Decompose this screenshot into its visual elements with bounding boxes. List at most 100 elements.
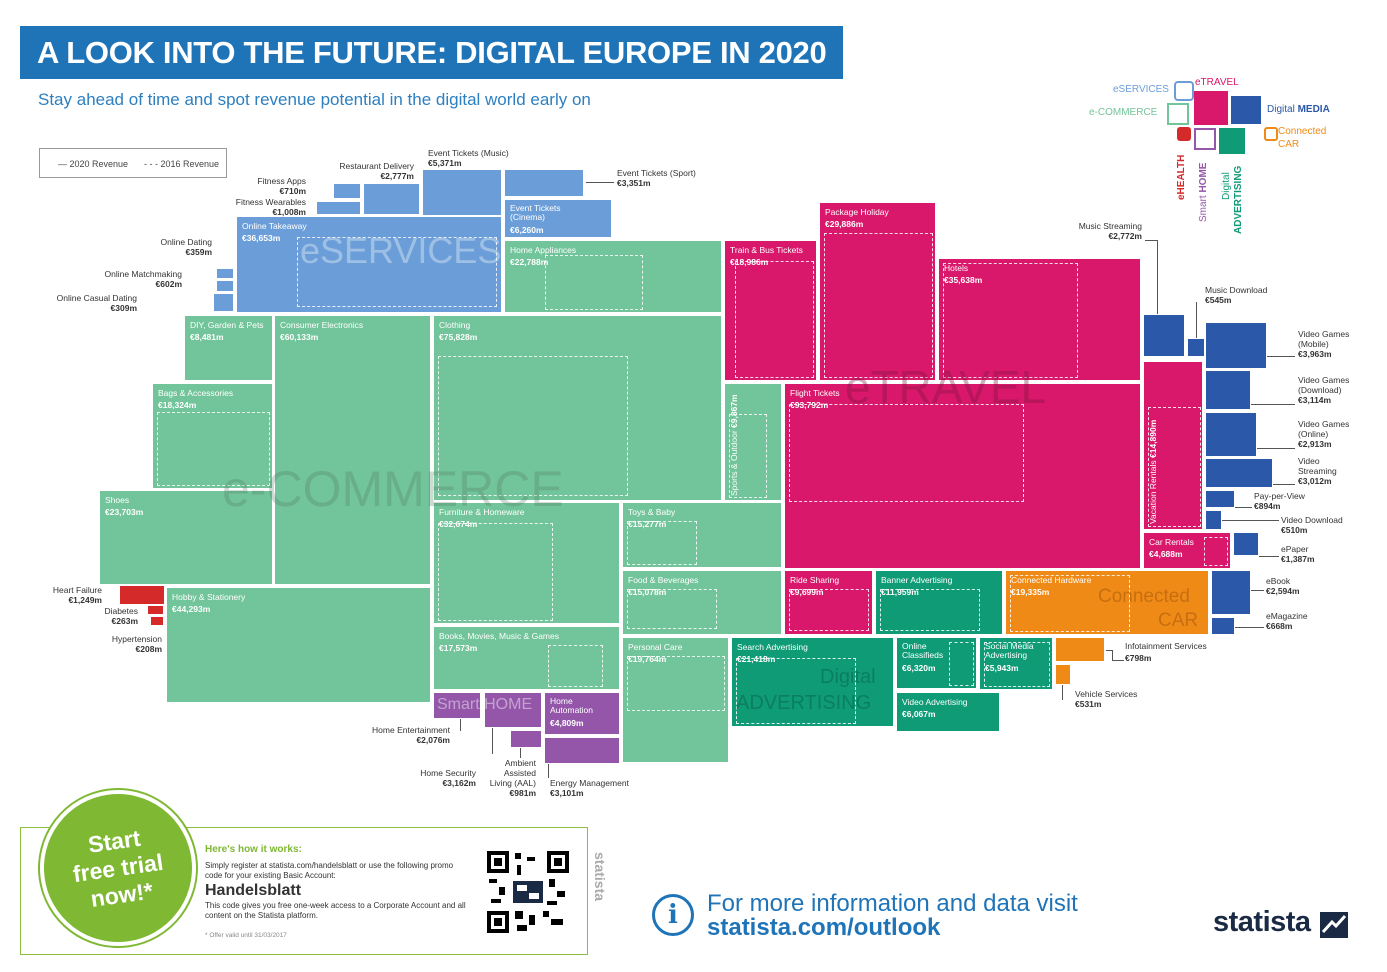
tile-2016-marker: [438, 523, 553, 621]
tile-name: Home Appliances: [510, 245, 577, 255]
label-online-dating: Online Dating €359m: [130, 237, 212, 257]
label-hypertension: Hypertension €208m: [90, 634, 162, 654]
label-video-download: Video Download €510m: [1281, 515, 1343, 535]
label-value: €1,387m: [1281, 554, 1315, 564]
tile-2016-marker: [1204, 537, 1228, 566]
tile-name: Books, Movies, Music & Games: [439, 631, 559, 641]
tile-2016-marker: [824, 233, 933, 378]
promo-body-2: This code gives you free one-week access…: [205, 901, 466, 920]
label-name: Music Streaming: [1078, 221, 1142, 231]
label-ebook: eBook €2,594m: [1266, 576, 1300, 596]
tile-home-automation: Home Automation €4,809m: [544, 692, 620, 735]
tile-home-appliances: Home Appliances €22,788m: [504, 240, 722, 313]
legend-2020: — 2020 Revenue: [58, 159, 129, 169]
tile-bags-accessories: Bags & Accessories €18,324m: [152, 383, 273, 489]
promo-offer-note: * Offer valid until 31/03/2017: [205, 932, 287, 939]
tile-aal: [510, 730, 542, 748]
label-name-2: Assisted: [503, 768, 536, 778]
key-smart-home-2: HOME: [1198, 162, 1209, 193]
tile-home-security: [484, 692, 542, 728]
key-digital-advertising-1: Digital: [1221, 172, 1232, 200]
tile-video-games-online: [1205, 412, 1257, 457]
key-connected-car: Connected CAR: [1278, 125, 1326, 151]
tile-2016-marker: [548, 645, 603, 687]
label-value: €1,249m: [68, 595, 102, 605]
label-name-1: Video Games: [1298, 375, 1350, 385]
label-fitness-wearables: Fitness Wearables €1,008m: [210, 197, 306, 217]
tile-video-streaming: [1205, 458, 1273, 488]
label-name: ePaper: [1281, 544, 1309, 554]
tile-shoes: Shoes €23,703m: [99, 490, 273, 585]
label-video-games-mobile: Video Games (Mobile) €3,963m: [1298, 329, 1349, 359]
label-online-casual-dating: Online Casual Dating €309m: [40, 293, 137, 313]
label-name: Video Download: [1281, 515, 1343, 525]
label-video-streaming: Video Streaming €3,012m: [1298, 456, 1337, 486]
tile-name-2: (Cinema): [510, 212, 545, 222]
key-connected-car-2: CAR: [1278, 139, 1300, 150]
label-energy-management: Energy Management €3,101m: [550, 778, 629, 798]
statista-logo[interactable]: statista: [1213, 906, 1311, 938]
tile-value: €22,788m: [510, 257, 549, 267]
promo-code: Handelsblatt: [205, 882, 302, 899]
tile-2016-marker: [157, 412, 270, 486]
tile-2016-marker: [627, 589, 717, 629]
tile-video-advertising: Video Advertising €6,067m: [896, 692, 1000, 732]
tile-video-download: [1205, 510, 1222, 530]
tile-name: Banner Advertising: [881, 575, 953, 585]
tile-value: €4,809m: [550, 718, 584, 728]
qr-code-graphic: [487, 851, 569, 933]
qr-code-icon[interactable]: [487, 851, 569, 933]
label-value: €263m: [111, 616, 138, 626]
tile-name: Connected Hardware: [1011, 575, 1092, 585]
tile-vehicle-services: [1055, 664, 1071, 685]
tile-books-movies: Books, Movies, Music & Games €17,573m: [433, 626, 620, 690]
tile-value: €15,277m: [628, 519, 667, 529]
tile-fitness-wearables: [316, 201, 361, 215]
leader-line: [1145, 240, 1157, 241]
tile-2016-marker: [1148, 407, 1201, 527]
newspaper-icon: [1231, 96, 1261, 124]
tile-restaurant-delivery: [363, 183, 420, 215]
label-name: Diabetes: [104, 606, 138, 616]
tile-music-streaming: [1143, 314, 1185, 357]
tile-online-takeaway: Online Takeaway €36,653m: [236, 216, 502, 313]
promo-body: Simply register at statista.com/handelsb…: [205, 861, 454, 880]
label-name-2: (Mobile): [1298, 339, 1329, 349]
tile-name: Vacation Rentals: [1148, 460, 1158, 524]
tile-2016-marker: [729, 414, 767, 498]
key-eservices: eSERVICES: [1113, 84, 1169, 95]
tile-name: Online Takeaway: [242, 221, 307, 231]
label-diabetes: Diabetes €263m: [80, 606, 138, 626]
leader-line: [1196, 302, 1197, 338]
tile-name-1: Home: [550, 696, 573, 706]
tile-name: DIY, Garden & Pets: [190, 320, 264, 330]
tile-value: €6,067m: [902, 709, 936, 719]
tile-diabetes: [147, 605, 164, 615]
label-name: Home Entertainment: [372, 725, 450, 735]
outlook-link[interactable]: statista.com/outlook: [707, 914, 941, 941]
label-value: €359m: [185, 247, 212, 257]
tile-vacation-rentals: Vacation Rentals €14,890m: [1143, 361, 1203, 530]
leader-line: [1267, 356, 1295, 357]
tile-value: €18,324m: [158, 400, 197, 410]
tile-food-beverages: Food & Beverages €15,078m: [622, 570, 782, 635]
label-name: eMagazine: [1266, 611, 1308, 621]
label-value: €5,371m: [428, 158, 462, 168]
label-name-2: (Download): [1298, 385, 1342, 395]
tile-name: Bags & Accessories: [158, 388, 234, 398]
leader-line: [1257, 448, 1295, 449]
tile-value: €6,260m: [510, 225, 544, 235]
label-music-download: Music Download €545m: [1205, 285, 1267, 305]
label-value: €1,008m: [272, 207, 306, 217]
key-digital-media-1: Digital: [1267, 104, 1295, 115]
tile-fitness-apps: [333, 183, 361, 199]
label-value: €798m: [1125, 653, 1152, 663]
tile-2016-marker: [949, 642, 974, 686]
leader-line: [1273, 484, 1295, 485]
tile-name: Toys & Baby: [628, 507, 676, 517]
tile-name: Hobby & Stationery: [172, 592, 246, 602]
heart-icon: [1177, 127, 1191, 141]
label-name: Online Dating: [160, 237, 212, 247]
tile-car-rentals: Car Rentals €4,688m: [1143, 532, 1231, 569]
leader-line: [586, 182, 614, 183]
